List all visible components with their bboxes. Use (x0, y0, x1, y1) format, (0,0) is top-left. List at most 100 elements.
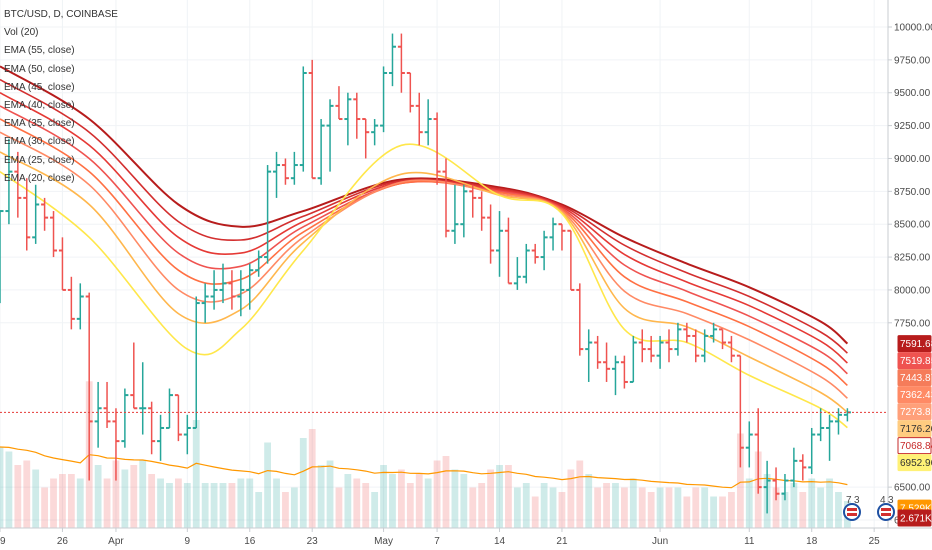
candle[interactable] (362, 118, 370, 159)
candle[interactable] (790, 447, 798, 488)
candle[interactable] (219, 263, 227, 304)
candle[interactable] (121, 388, 129, 448)
candle[interactable] (246, 263, 254, 310)
candle[interactable] (183, 414, 191, 455)
candle[interactable] (0, 210, 4, 304)
legend-ema-20[interactable]: EMA (20, close) (4, 172, 75, 184)
candle[interactable] (130, 342, 138, 410)
candlesticks[interactable] (0, 33, 851, 514)
legend-ema-45[interactable]: EMA (45, close) (4, 81, 75, 93)
candle[interactable] (611, 355, 619, 396)
time-axis[interactable]: 19 26 Apr 9 16 23 May 7 14 21 Jun 11 18 25 (0, 527, 932, 550)
candle[interactable] (308, 59, 316, 180)
candle[interactable] (281, 158, 289, 185)
candle[interactable] (549, 217, 557, 251)
candle[interactable] (76, 283, 84, 330)
candle[interactable] (264, 165, 272, 264)
candle[interactable] (469, 184, 477, 218)
candle[interactable] (326, 99, 334, 172)
candle[interactable] (576, 283, 584, 356)
candle[interactable] (335, 86, 343, 121)
legend-ema-35[interactable]: EMA (35, close) (4, 118, 75, 130)
candle[interactable] (745, 421, 753, 468)
candle[interactable] (736, 354, 744, 468)
candle[interactable] (513, 257, 521, 290)
candle[interactable] (719, 328, 727, 350)
candle[interactable] (665, 329, 673, 363)
candle[interactable] (727, 335, 735, 363)
candle[interactable] (487, 204, 495, 264)
candle[interactable] (58, 237, 66, 291)
candle[interactable] (139, 362, 147, 435)
candle[interactable] (683, 322, 691, 343)
candle[interactable] (629, 335, 637, 383)
candle[interactable] (406, 72, 414, 113)
candle[interactable] (165, 388, 173, 429)
candle[interactable] (710, 322, 718, 343)
candle[interactable] (674, 322, 682, 356)
candle[interactable] (781, 473, 789, 501)
candle[interactable] (496, 211, 504, 277)
legend-vol[interactable]: Vol (20) (4, 27, 39, 39)
candle[interactable] (32, 184, 40, 244)
candle[interactable] (647, 335, 655, 363)
candle[interactable] (67, 276, 75, 330)
candle[interactable] (371, 119, 379, 146)
candle[interactable] (85, 292, 93, 481)
candle[interactable] (273, 151, 281, 198)
candle[interactable] (799, 454, 807, 481)
candle[interactable] (23, 178, 31, 251)
candle[interactable] (228, 270, 236, 310)
candle[interactable] (201, 283, 209, 323)
legend-ema-55[interactable]: EMA (55, close) (4, 45, 75, 57)
candle[interactable] (603, 342, 611, 382)
legend-ema-40[interactable]: EMA (40, close) (4, 100, 75, 112)
candle[interactable] (817, 408, 825, 442)
candle[interactable] (210, 270, 218, 310)
candle[interactable] (826, 414, 834, 461)
candle[interactable] (558, 223, 566, 251)
candle[interactable] (174, 394, 182, 442)
candle[interactable] (451, 184, 459, 244)
candle[interactable] (14, 151, 22, 218)
candle[interactable] (380, 66, 388, 133)
candle[interactable] (94, 381, 102, 448)
candle[interactable] (460, 184, 468, 238)
candle[interactable] (415, 92, 423, 146)
candle[interactable] (478, 191, 486, 231)
candle[interactable] (192, 296, 200, 429)
candle[interactable] (237, 270, 245, 317)
candle[interactable] (808, 427, 816, 474)
candle[interactable] (772, 467, 780, 501)
candle[interactable] (41, 197, 49, 231)
candle[interactable] (344, 92, 352, 146)
candle[interactable] (567, 229, 575, 291)
candle[interactable] (5, 138, 13, 225)
candle[interactable] (255, 250, 263, 277)
candle[interactable] (540, 230, 548, 271)
candle[interactable] (531, 243, 539, 264)
candle[interactable] (424, 99, 432, 146)
legend-ema-30[interactable]: EMA (30, close) (4, 136, 75, 148)
candle[interactable] (112, 408, 120, 481)
candle[interactable] (638, 329, 646, 363)
candle[interactable] (585, 329, 593, 382)
candle[interactable] (620, 355, 628, 389)
candle[interactable] (317, 119, 325, 185)
candle[interactable] (50, 211, 58, 258)
candle[interactable] (701, 329, 709, 363)
candle[interactable] (157, 414, 165, 461)
candle[interactable] (290, 151, 298, 185)
candle[interactable] (442, 158, 450, 238)
candle[interactable] (594, 335, 602, 369)
candle[interactable] (504, 217, 512, 285)
candle[interactable] (763, 460, 771, 514)
candle[interactable] (397, 33, 405, 93)
candle[interactable] (103, 381, 111, 428)
candle[interactable] (299, 66, 307, 172)
candle[interactable] (692, 329, 700, 363)
candle[interactable] (834, 408, 842, 435)
candle[interactable] (388, 33, 396, 87)
